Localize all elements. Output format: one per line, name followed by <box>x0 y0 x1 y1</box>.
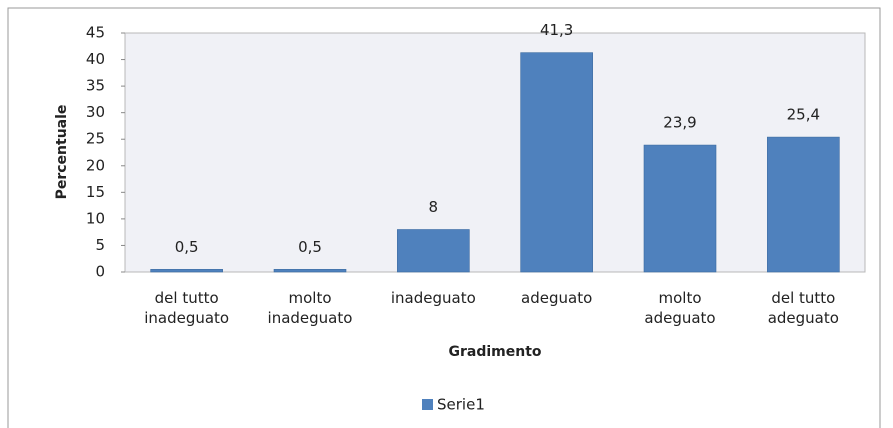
y-tick-label: 45 <box>86 24 105 42</box>
y-tick-label: 25 <box>86 130 105 148</box>
x-tick-label: inadeguato <box>390 289 476 307</box>
y-tick-label: 20 <box>86 156 105 174</box>
x-tick-label: adeguato <box>521 289 593 307</box>
plot-area <box>124 32 866 273</box>
data-label: 41,3 <box>540 21 573 39</box>
data-label: 25,4 <box>787 106 820 124</box>
x-tick-label: del tutto adeguato <box>767 289 839 327</box>
x-tick-label: del tutto inadeguato <box>144 289 230 327</box>
x-tick-label: molto adeguato <box>644 289 716 327</box>
bar <box>150 269 223 273</box>
bar <box>643 144 717 273</box>
y-tick-label: 0 <box>95 263 105 281</box>
bar <box>273 269 347 273</box>
legend-label: Serie1 <box>437 396 485 414</box>
data-label: 23,9 <box>663 114 696 132</box>
bar <box>767 136 840 273</box>
y-tick-label: 5 <box>95 236 105 254</box>
bar <box>520 52 593 273</box>
y-tick-label: 40 <box>86 50 105 68</box>
y-axis-title: Percentuale <box>54 105 70 200</box>
data-label: 0,5 <box>175 238 199 256</box>
data-label: 8 <box>429 198 439 216</box>
bar <box>397 229 470 273</box>
legend-swatch <box>422 399 433 410</box>
data-label: 0,5 <box>298 238 322 256</box>
x-tick-label: molto inadeguato <box>267 289 353 327</box>
y-tick-label: 10 <box>86 209 105 227</box>
y-tick-label: 35 <box>86 77 105 95</box>
y-tick-label: 30 <box>86 103 105 121</box>
x-axis-title: Gradimento <box>448 344 541 360</box>
y-tick-label: 15 <box>86 183 105 201</box>
